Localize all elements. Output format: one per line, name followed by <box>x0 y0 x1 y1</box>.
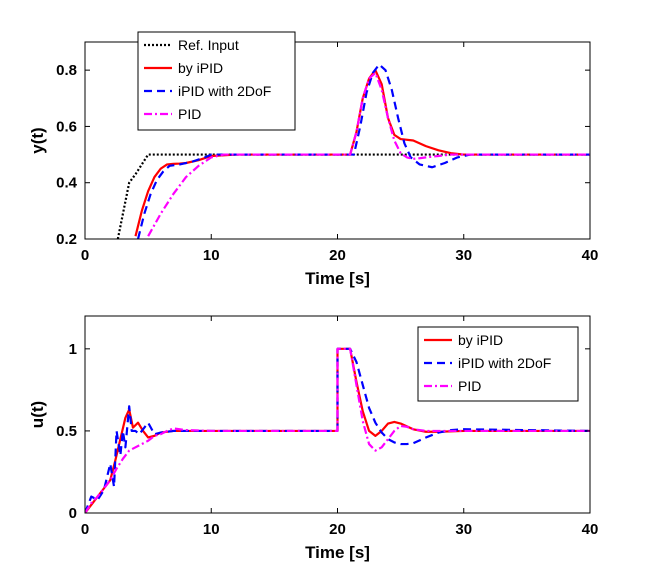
legend-label-ipid-with-2dof: iPID with 2DoF <box>458 355 551 371</box>
chart-control-u: 0 10 20 30 40 0 0.5 1 Time [s] u(t) by iPID iPID wi… <box>28 315 599 562</box>
legend-label-ref-input: Ref. Input <box>178 37 239 53</box>
legend-label-pid: PID <box>178 106 201 122</box>
y-tick-label: 0.2 <box>56 231 77 248</box>
legend-label-pid: PID <box>458 378 481 394</box>
y-tick-label: 0.5 <box>56 423 77 440</box>
x-axis-label: Time [s] <box>305 269 370 288</box>
series-line-pid <box>147 71 590 237</box>
chart-output-y: 0 10 20 30 40 0.2 0.4 0.6 0.8 Time [s] y(t) Ref. In… <box>28 31 599 288</box>
x-tick-label: 0 <box>81 521 89 538</box>
x-tick-label: 20 <box>329 521 346 538</box>
y-tick-label: 1 <box>69 341 77 358</box>
x-tick-label: 20 <box>329 247 346 264</box>
y-tick-label: 0.6 <box>56 118 77 135</box>
series-line-pid <box>85 347 590 513</box>
y-axis-label: u(t) <box>28 401 47 428</box>
legend-label-by-ipid: by iPID <box>178 60 223 76</box>
series-line-by-ipid <box>134 69 590 237</box>
y-tick-label: 0.8 <box>56 62 77 79</box>
x-tick-label: 10 <box>203 247 220 264</box>
x-tick-label: 40 <box>582 247 599 264</box>
y-axis-label: y(t) <box>28 127 47 153</box>
legend-label-by-ipid: by iPID <box>458 332 503 348</box>
legend-label-ipid-with-2dof: iPID with 2DoF <box>178 83 271 99</box>
x-tick-label: 30 <box>455 247 472 264</box>
series-group <box>116 63 590 239</box>
x-tick-label: 10 <box>203 521 220 538</box>
legend: by iPID iPID with 2DoF PID <box>417 326 579 402</box>
x-tick-label: 40 <box>582 521 599 538</box>
series-group <box>85 347 590 513</box>
y-tick-label: 0 <box>69 505 77 522</box>
series-line-ipid-with-2dof <box>136 63 590 239</box>
x-axis-label: Time [s] <box>305 543 370 562</box>
x-tick-label: 30 <box>455 521 472 538</box>
x-tick-label: 0 <box>81 247 89 264</box>
legend: Ref. Input by iPID iPID with 2DoF PID <box>137 31 296 131</box>
y-tick-label: 0.4 <box>56 175 78 192</box>
